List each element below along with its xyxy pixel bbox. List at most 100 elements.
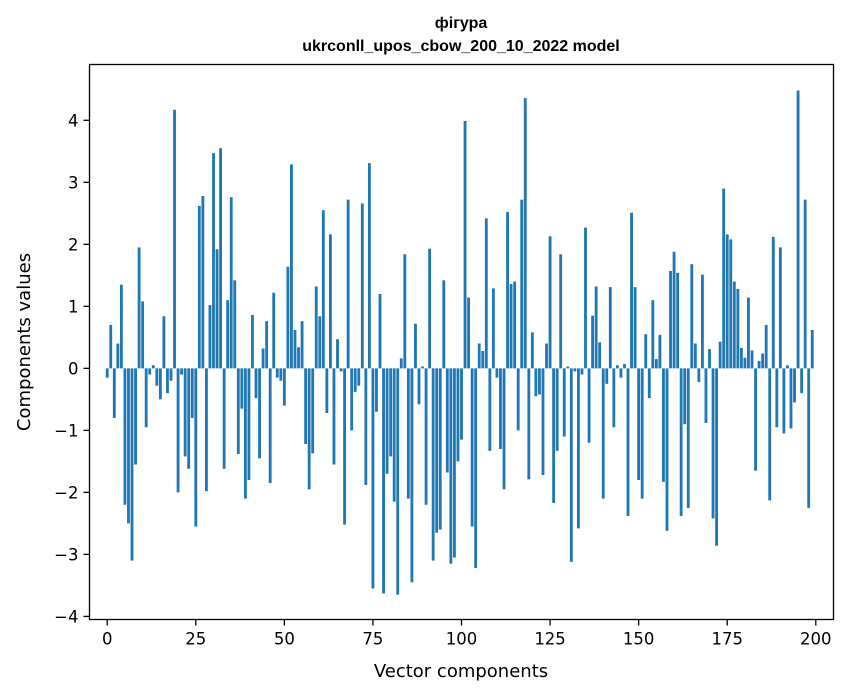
x-tick-label: 175 (711, 630, 743, 649)
bar-25 (194, 368, 198, 527)
bar-123 (541, 368, 545, 476)
bar-186 (764, 324, 768, 369)
bar-100 (460, 368, 463, 440)
bar-70 (353, 368, 357, 392)
bar-147 (626, 368, 630, 516)
bar-29 (208, 305, 212, 369)
bar-18 (169, 368, 173, 381)
bar-51 (286, 266, 290, 369)
bar-105 (477, 343, 481, 369)
bar-38 (240, 368, 244, 409)
bar-57 (307, 368, 311, 490)
bar-36 (233, 280, 237, 369)
x-tick-label: 50 (274, 630, 295, 649)
bar-82 (396, 368, 400, 595)
chart-title-line2: ukrconll_upos_cbow_200_10_2022 model (302, 38, 619, 55)
bar-168 (701, 274, 704, 369)
bar-152 (644, 334, 648, 369)
y-tick-label: 2 (68, 235, 79, 254)
bar-159 (669, 271, 672, 369)
bar-175 (725, 234, 729, 369)
bar-137 (591, 315, 594, 369)
bar-113 (506, 212, 509, 369)
bar-84 (403, 254, 407, 369)
bar-17 (166, 368, 169, 394)
bar-172 (715, 368, 718, 546)
bar-125 (548, 236, 552, 369)
bar-114 (509, 284, 513, 369)
bar-178 (736, 288, 740, 369)
bar-42 (254, 368, 258, 399)
bar-156 (658, 334, 662, 369)
bar-87 (414, 323, 417, 369)
x-tick-label: 200 (800, 630, 832, 649)
bar-151 (640, 368, 644, 499)
bar-146 (623, 364, 626, 369)
bar-112 (502, 368, 506, 490)
bar-79 (385, 368, 389, 474)
bar-93 (435, 368, 439, 533)
y-tick-label: 3 (68, 173, 79, 192)
bar-134 (580, 368, 584, 375)
bar-89 (421, 366, 424, 369)
bar-33 (222, 368, 226, 469)
bar-157 (662, 368, 665, 482)
bar-160 (672, 251, 676, 369)
bar-192 (786, 365, 789, 369)
bar-144 (615, 365, 619, 369)
x-axis-label: Vector components (374, 661, 548, 682)
bar-41 (251, 315, 254, 369)
bar-62 (325, 368, 329, 413)
bar-154 (651, 300, 655, 369)
bar-107 (484, 218, 488, 369)
bar-68 (346, 199, 350, 369)
bar-0 (105, 368, 109, 378)
bar-28 (205, 368, 208, 492)
bar-170 (708, 349, 711, 369)
bar-81 (392, 368, 396, 502)
bar-111 (499, 368, 502, 449)
bar-63 (329, 234, 332, 369)
bar-101 (463, 120, 467, 369)
x-tick-label: 75 (362, 630, 383, 649)
bar-167 (697, 368, 701, 382)
bar-189 (775, 368, 779, 428)
bar-145 (619, 368, 623, 378)
bar-43 (258, 368, 261, 459)
bar-80 (389, 368, 393, 457)
bar-16 (162, 316, 166, 369)
bar-27 (201, 195, 205, 369)
bar-59 (314, 286, 318, 369)
bar-91 (428, 248, 432, 369)
bar-173 (718, 341, 722, 369)
bar-40 (247, 368, 251, 480)
bar-76 (375, 368, 378, 412)
x-axis-ticks: 0 25 50 75 100 125 150 175 200 (102, 619, 832, 649)
bar-58 (311, 368, 315, 454)
bar-142 (608, 287, 612, 369)
bar-166 (693, 343, 697, 369)
bar-14 (155, 368, 159, 386)
bar-77 (378, 293, 382, 369)
bar-103 (470, 368, 474, 527)
y-tick-label: 1 (68, 297, 79, 316)
bar-64 (332, 368, 336, 465)
bar-130 (566, 366, 570, 369)
bar-15 (158, 368, 162, 400)
bar-34 (226, 300, 230, 369)
bar-22 (183, 368, 187, 457)
bar-39 (243, 368, 247, 499)
bar-85 (406, 368, 410, 499)
y-tick-label: −1 (54, 421, 78, 440)
bar-117 (520, 199, 524, 369)
bar-104 (474, 368, 478, 569)
bar-24 (190, 368, 194, 418)
bar-196 (800, 368, 804, 394)
bar-122 (538, 368, 541, 395)
bar-133 (577, 368, 580, 529)
bar-65 (336, 339, 339, 369)
bars-group (105, 90, 814, 595)
bar-94 (438, 368, 442, 530)
bar-155 (654, 359, 658, 369)
